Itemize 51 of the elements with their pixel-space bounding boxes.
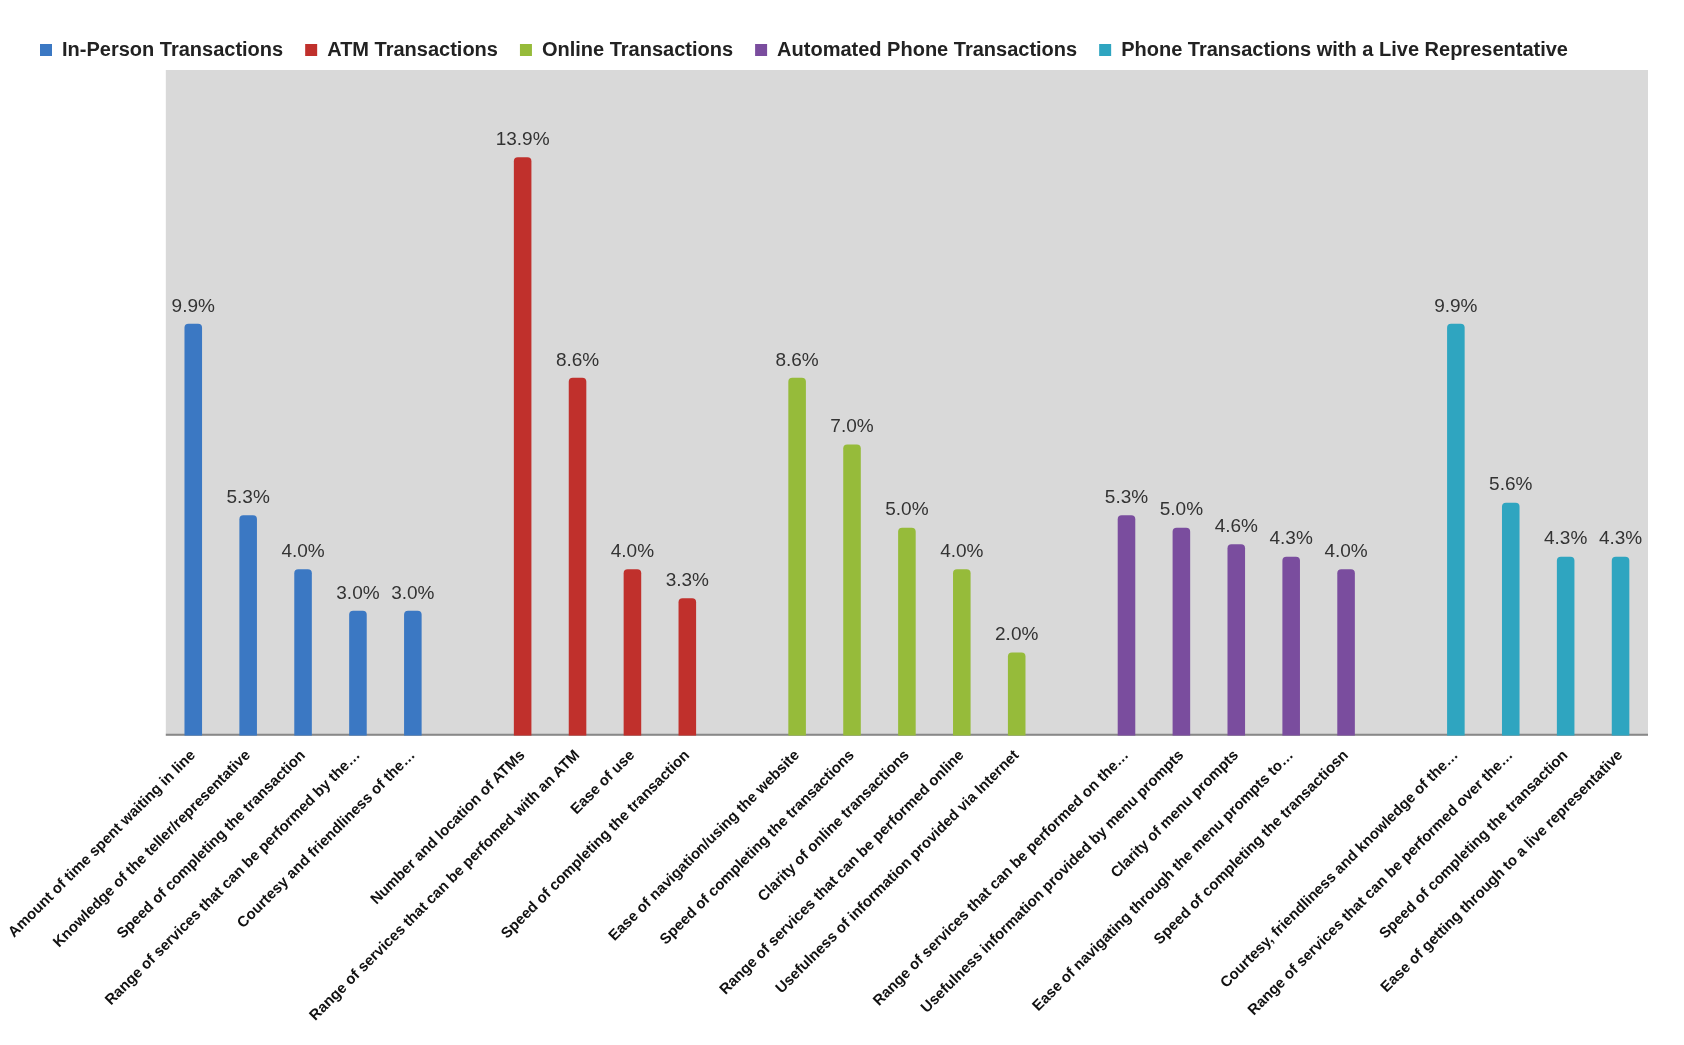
data-label: 4.3% [1269, 527, 1313, 549]
data-label: 3.3% [665, 569, 710, 591]
bar [349, 610, 367, 736]
data-label: 5.3% [1104, 485, 1149, 507]
bar [678, 598, 697, 736]
bar [513, 157, 532, 736]
bar [1337, 569, 1355, 736]
data-label: 8.6% [555, 348, 600, 370]
data-label: 4.0% [281, 539, 325, 561]
bar [1556, 556, 1575, 736]
bar [953, 569, 971, 736]
bar [843, 444, 861, 736]
bar [1227, 544, 1246, 736]
data-label: 5.0% [1159, 498, 1204, 520]
data-label: 4.3% [1544, 527, 1588, 549]
data-label: 8.6% [775, 348, 819, 370]
data-label: 4.0% [610, 539, 655, 561]
legend-label: ATM Transactions [327, 37, 498, 60]
bar [404, 610, 422, 736]
bar [1447, 323, 1465, 736]
bar [1611, 556, 1630, 736]
legend-label: Online Transactions [541, 37, 734, 60]
data-label: 2.0% [995, 623, 1039, 645]
bar [184, 323, 203, 736]
bar [1117, 515, 1136, 736]
bar [294, 569, 312, 736]
data-label: 3.0% [336, 581, 380, 603]
bar [898, 527, 916, 736]
bar [568, 377, 587, 736]
data-label: 9.9% [171, 294, 216, 316]
bar [623, 569, 642, 736]
legend-label: Automated Phone Transactions [777, 37, 1078, 60]
data-label: 5.6% [1489, 473, 1533, 495]
bar [1501, 502, 1520, 736]
bar [1282, 556, 1300, 736]
bar [239, 515, 257, 736]
data-label: 4.6% [1214, 515, 1259, 537]
data-label: 9.9% [1434, 294, 1478, 316]
data-label: 4.0% [940, 539, 984, 561]
data-label: 5.0% [885, 498, 929, 520]
bar [1007, 652, 1026, 736]
data-label: 3.0% [391, 581, 435, 603]
data-label: 5.3% [226, 485, 270, 507]
bar [788, 377, 806, 736]
data-label: 4.0% [1324, 539, 1368, 561]
bar [1172, 527, 1191, 736]
legend-label: In-Person Transactions [62, 37, 284, 60]
data-label: 13.9% [495, 128, 550, 150]
legend-label: Phone Transactions with a Live Representative [1121, 37, 1568, 60]
data-label: 4.3% [1598, 527, 1643, 549]
data-label: 7.0% [830, 415, 874, 437]
